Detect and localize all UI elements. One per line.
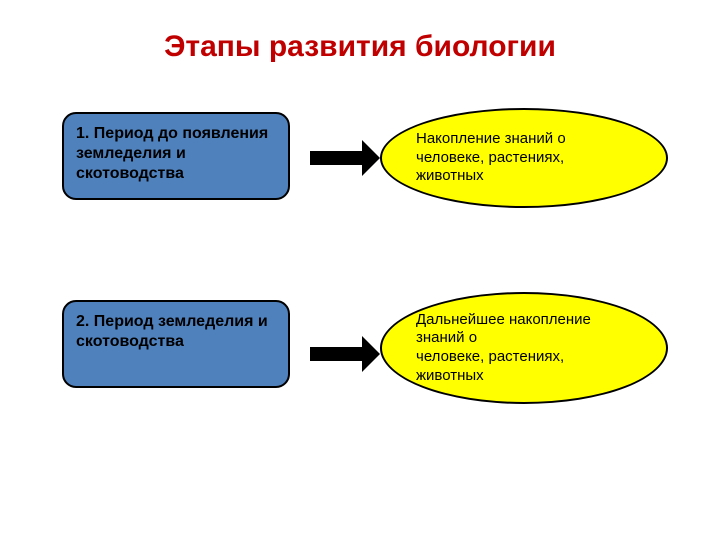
- arrow-1-icon: [310, 140, 380, 176]
- period-box-1: 1. Период до появления земледелия и скот…: [62, 112, 290, 200]
- description-ellipse-2: Дальнейшее накопление знаний о человеке,…: [380, 292, 668, 404]
- period-box-2: 2. Период земледелия и скотоводства: [62, 300, 290, 388]
- period-box-1-text: 1. Период до появления земледелия и скот…: [76, 124, 276, 184]
- arrow-2-icon: [310, 336, 380, 372]
- description-ellipse-2-text: Дальнейшее накопление знаний о человеке,…: [382, 311, 666, 386]
- period-box-2-text: 2. Период земледелия и скотоводства: [76, 312, 276, 352]
- description-ellipse-1-text: Накопление знаний о человеке, растениях,…: [382, 130, 666, 186]
- slide-title: Этапы развития биологии: [0, 30, 720, 64]
- description-ellipse-1: Накопление знаний о человеке, растениях,…: [380, 108, 668, 208]
